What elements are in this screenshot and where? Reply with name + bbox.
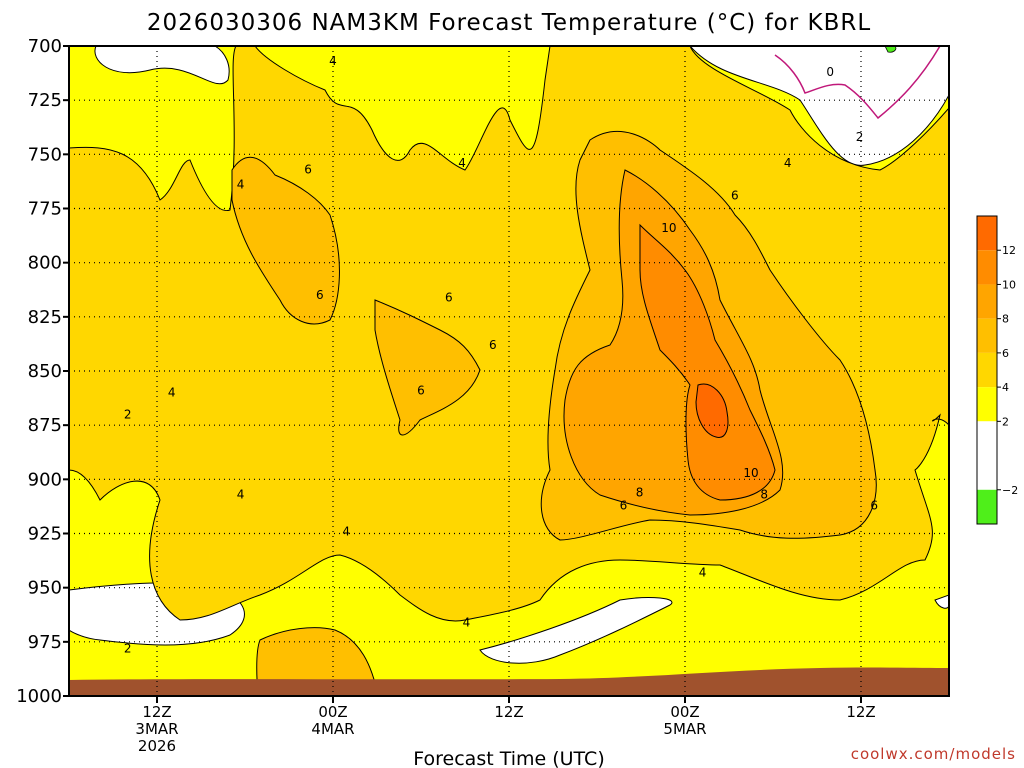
contour-label: 0 (826, 65, 834, 79)
x-axis-label: Forecast Time (UTC) (413, 748, 604, 768)
band-6-8 (374, 299, 481, 436)
contour-label: 4 (168, 386, 176, 400)
contour-label: 4 (699, 566, 707, 580)
y-tick-label: 725 (28, 90, 62, 111)
x-tick-label: 2026 (138, 737, 176, 755)
contour-label: 6 (620, 498, 628, 512)
contour-label: 8 (636, 485, 644, 499)
contour-label: 6 (445, 290, 453, 304)
colorbar-tick-label: 8 (1002, 313, 1009, 326)
band-0-2 (94, 46, 230, 85)
x-tick-label: 4MAR (311, 720, 354, 738)
band-6-8 (231, 156, 340, 325)
band-0-2 (934, 594, 949, 609)
contour-label: 2 (124, 641, 132, 655)
x-tick-label: 12Z (494, 703, 523, 721)
contour-label: 4 (784, 156, 792, 170)
colorbar-tick-label: 2 (1002, 415, 1009, 428)
colorbar-bin (977, 352, 997, 388)
colorbar-bin (977, 318, 997, 353)
credit-label: coolwx.com/models (851, 745, 1016, 763)
contour-label: 2 (124, 407, 132, 421)
contour-label: 4 (458, 156, 466, 170)
contour-label: 6 (304, 163, 312, 177)
contour-label: 4 (342, 524, 350, 538)
y-tick-label: 850 (28, 361, 62, 382)
band-12-14 (695, 383, 729, 438)
colorbar: 12 10 8 6 4 2 −2 (976, 215, 1018, 525)
band-6-8 (256, 627, 379, 696)
y-tick-label: 875 (28, 415, 62, 436)
y-tick-label: 925 (28, 524, 62, 545)
contour-label: 6 (489, 338, 497, 352)
colorbar-bin (977, 284, 997, 319)
y-tick-label: 750 (28, 144, 62, 165)
contour-label: 6 (417, 384, 425, 398)
contour-label: 4 (329, 54, 337, 68)
y-tick-label: 775 (28, 199, 62, 220)
colorbar-bin (977, 250, 997, 285)
colorbar-bin (977, 421, 997, 490)
y-tick-label: 800 (28, 253, 62, 274)
x-tick-label: 5MAR (663, 720, 706, 738)
zero-contour (774, 46, 941, 120)
y-tick-label: 950 (28, 578, 62, 599)
contour-label: 6 (731, 189, 739, 203)
x-tick-label: 12Z (846, 703, 875, 721)
colorbar-tick-label: 10 (1002, 278, 1016, 291)
x-tick-label: 3MAR (135, 720, 178, 738)
grid-lines (69, 46, 949, 696)
colorbar-bin (977, 489, 997, 524)
chart-title: 2026030306 NAM3KM Forecast Temperature (… (147, 10, 871, 36)
y-tick-label: 975 (28, 632, 62, 653)
contour-label: 2 (856, 130, 864, 144)
y-tick-label: 900 (28, 469, 62, 490)
x-tick-label: 12Z (142, 703, 171, 721)
y-tick-label: 1000 (16, 686, 62, 707)
y-axis: 700 725 750 775 800 825 850 875 900 925 950 975 1000 (16, 36, 69, 707)
band-0-2 (689, 46, 949, 166)
contour-label: 6 (870, 498, 878, 512)
colorbar-frame (976, 215, 998, 525)
y-tick-label: 700 (28, 36, 62, 57)
band-0-2 (479, 597, 673, 664)
contour-label: 10 (743, 466, 758, 480)
contour-label: 10 (661, 221, 676, 235)
y-tick-label: 825 (28, 307, 62, 328)
colorbar-tick-label: −2 (1002, 484, 1018, 497)
contour-label: 4 (237, 178, 245, 192)
x-tick-label: 00Z (670, 703, 699, 721)
contour-label: 4 (463, 615, 471, 629)
colorbar-tick-label: 6 (1002, 347, 1009, 360)
colorbar-tick-label: 4 (1002, 381, 1009, 394)
contour-label: 6 (316, 288, 324, 302)
contour-label: 4 (237, 488, 245, 502)
colorbar-bin (977, 216, 997, 251)
colorbar-bin (977, 387, 997, 422)
contour-label: 8 (760, 488, 768, 502)
colorbar-tick-label: 12 (1002, 244, 1016, 257)
band-10-12 (639, 223, 776, 501)
x-tick-label: 00Z (318, 703, 347, 721)
